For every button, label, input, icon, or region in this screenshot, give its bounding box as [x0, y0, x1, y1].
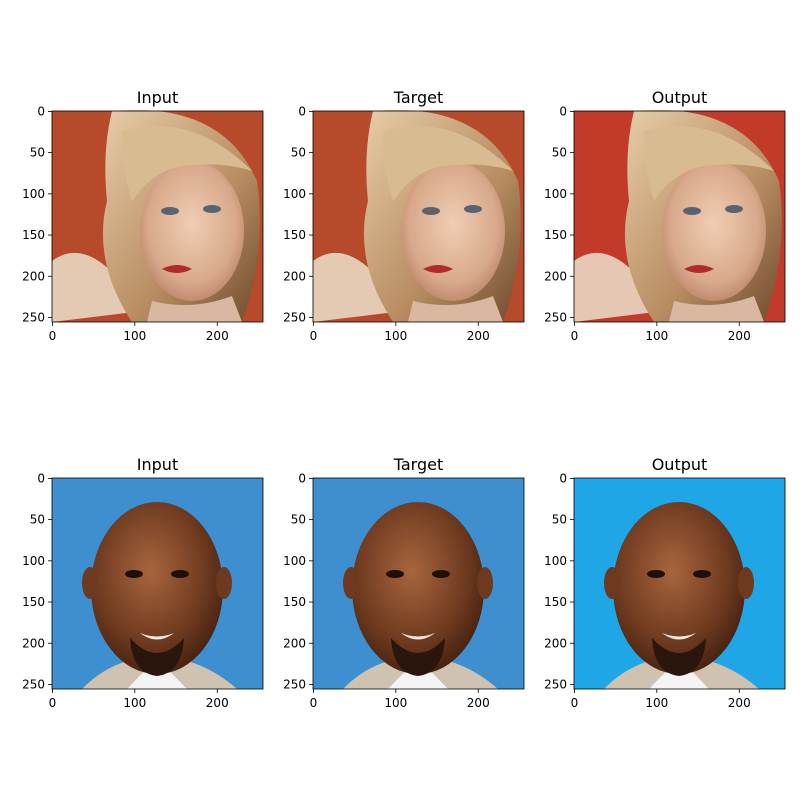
y-tick-label: 50	[552, 146, 567, 160]
y-tick-label: 200	[283, 636, 306, 650]
x-tick-label: 100	[384, 696, 407, 710]
y-tick-label: 0	[559, 104, 567, 118]
y-tick-label: 0	[298, 471, 306, 485]
x-tick-label: 200	[467, 329, 490, 343]
x-tick-label: 0	[310, 696, 318, 710]
y-tick-label: 50	[30, 146, 45, 160]
y-tick-label: 250	[283, 310, 306, 324]
y-tick-label: 250	[283, 677, 306, 691]
panel-2-2: Target 0 100 200 0 50 100 150 200 250	[283, 455, 525, 710]
axes-frame	[573, 110, 786, 323]
x-tick-label: 100	[123, 329, 146, 343]
y-tick-label: 250	[22, 310, 45, 324]
portrait-man	[574, 478, 785, 689]
y-tick-label: 200	[544, 269, 567, 283]
x-tick-label: 0	[571, 329, 579, 343]
x-tick-label: 0	[310, 329, 318, 343]
y-tick-label: 100	[283, 187, 306, 201]
panel-title: Target	[393, 455, 444, 474]
y-tick-label: 250	[22, 677, 45, 691]
x-tick-label: 0	[49, 696, 57, 710]
panel-2-1: Input 0 100 200 0 50 100 150 200 250	[22, 455, 264, 710]
axes-frame	[312, 477, 525, 690]
panel-title: Target	[393, 88, 444, 107]
y-tick-label: 100	[544, 187, 567, 201]
y-tick-label: 50	[291, 513, 306, 527]
y-tick-label: 100	[22, 187, 45, 201]
portrait-man	[52, 478, 263, 689]
panel-title: Input	[137, 88, 178, 107]
x-tick-label: 0	[571, 696, 579, 710]
y-tick-label: 200	[283, 269, 306, 283]
x-tick-label: 0	[49, 329, 57, 343]
panel-title: Input	[137, 455, 178, 474]
x-tick-label: 200	[206, 696, 229, 710]
panel-title: Output	[652, 455, 708, 474]
x-tick-label: 100	[123, 696, 146, 710]
y-tick-label: 0	[37, 471, 45, 485]
y-tick-label: 0	[298, 104, 306, 118]
axes-frame	[51, 477, 264, 690]
y-tick-label: 200	[22, 269, 45, 283]
panel-title: Output	[652, 88, 708, 107]
x-tick-label: 200	[467, 696, 490, 710]
panel-2-3: Output 0 100 200 0 50 100 150 200 250	[544, 455, 786, 710]
y-tick-label: 100	[22, 554, 45, 568]
y-tick-label: 150	[22, 595, 45, 609]
y-tick-label: 200	[22, 636, 45, 650]
y-tick-label: 150	[283, 595, 306, 609]
y-tick-label: 100	[544, 554, 567, 568]
y-tick-label: 150	[544, 228, 567, 242]
x-tick-label: 200	[728, 696, 751, 710]
y-tick-label: 100	[283, 554, 306, 568]
y-tick-label: 200	[544, 636, 567, 650]
y-tick-label: 250	[544, 310, 567, 324]
panel-1-3: Output 0 100 200 0 50 100 150 200 250	[544, 88, 786, 343]
y-tick-label: 50	[30, 513, 45, 527]
axes-frame	[573, 477, 786, 690]
axes-frame	[51, 110, 264, 323]
y-tick-label: 50	[291, 146, 306, 160]
panel-1-2: Target 0 100 200 0 50 100 150 200 250	[283, 88, 525, 343]
x-tick-label: 100	[645, 329, 668, 343]
y-tick-label: 250	[544, 677, 567, 691]
x-tick-label: 200	[206, 329, 229, 343]
portrait-man	[313, 478, 524, 689]
portrait-woman	[574, 109, 785, 322]
y-tick-label: 0	[559, 471, 567, 485]
y-tick-label: 0	[37, 104, 45, 118]
portrait-woman	[313, 109, 524, 322]
y-tick-label: 50	[552, 513, 567, 527]
y-tick-label: 150	[283, 228, 306, 242]
y-tick-label: 150	[544, 595, 567, 609]
x-tick-label: 100	[645, 696, 668, 710]
panel-1-1: Input 0 100 200 0 50 100 150 200 250	[22, 88, 264, 343]
axes-frame	[312, 110, 525, 323]
x-tick-label: 100	[384, 329, 407, 343]
x-tick-label: 200	[728, 329, 751, 343]
portrait-woman	[52, 109, 263, 322]
y-tick-label: 150	[22, 228, 45, 242]
